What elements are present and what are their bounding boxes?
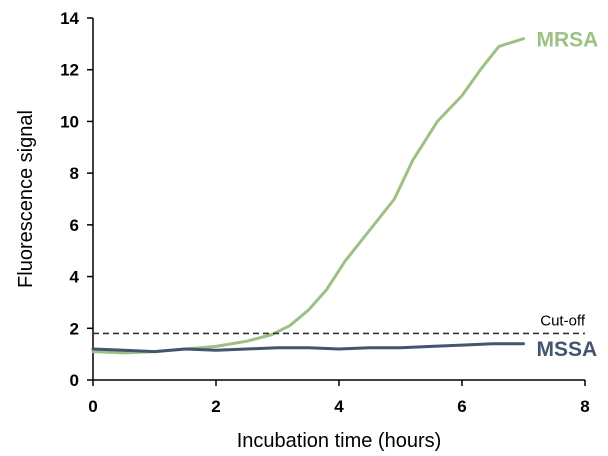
cutoff-label: Cut-off (540, 312, 586, 329)
series-line-mssa (91, 342, 525, 354)
y-tick-label: 14 (60, 9, 79, 28)
series-line-mrsa (91, 37, 525, 355)
y-tick-label: 4 (70, 268, 80, 287)
x-tick-label: 4 (334, 397, 344, 416)
y-axis-title: Fluorescence signal (15, 110, 37, 288)
series-label-mrsa: MRSA (537, 29, 599, 52)
x-axis-title: Incubation time (hours) (237, 430, 442, 452)
series-label-mssa: MSSA (537, 338, 598, 361)
series-layer: MRSA MSSA (91, 29, 599, 361)
x-tick-label: 6 (457, 397, 466, 416)
axes: 0 2 4 6 8 0 2 4 6 8 10 12 14 (60, 9, 590, 416)
x-tick-label: 8 (580, 397, 589, 416)
annotation-layer: Cut-off (93, 312, 586, 335)
y-tick-label: 6 (70, 216, 79, 235)
y-tick-label: 8 (70, 164, 79, 183)
x-tick-label: 2 (211, 397, 220, 416)
y-tick-label: 0 (70, 371, 79, 390)
y-tick-label: 2 (70, 319, 79, 338)
y-tick-label: 10 (60, 112, 79, 131)
x-tick-label: 0 (88, 397, 97, 416)
y-tick-label: 12 (60, 61, 79, 80)
